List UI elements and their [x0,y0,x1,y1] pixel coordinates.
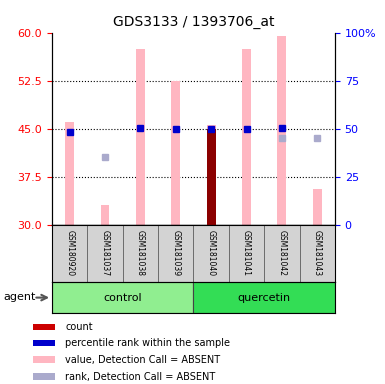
Bar [278,36,286,225]
Text: agent: agent [4,292,36,302]
Bar [33,373,55,380]
Text: GSM181038: GSM181038 [136,230,145,276]
Text: GSM181042: GSM181042 [277,230,286,276]
Bar [264,225,300,282]
Text: rank, Detection Call = ABSENT: rank, Detection Call = ABSENT [65,372,216,382]
Text: GSM181041: GSM181041 [242,230,251,276]
Text: quercetin: quercetin [238,293,291,303]
Bar [65,122,74,225]
Bar [52,225,87,282]
Bar [123,225,158,282]
Title: GDS3133 / 1393706_at: GDS3133 / 1393706_at [113,15,274,29]
Bar [100,205,109,225]
Bar [229,225,264,282]
Bar [33,356,55,363]
Text: GSM181043: GSM181043 [313,230,322,276]
Text: GSM181039: GSM181039 [171,230,180,276]
Bar [52,282,193,313]
Bar [300,225,335,282]
Text: value, Detection Call = ABSENT: value, Detection Call = ABSENT [65,355,221,365]
Bar [242,49,251,225]
Text: GSM180920: GSM180920 [65,230,74,276]
Bar [313,189,322,225]
Text: GSM181037: GSM181037 [100,230,110,276]
Bar [207,126,216,225]
Bar [33,340,55,346]
Bar [207,129,216,225]
Bar [33,323,55,330]
Bar [193,282,335,313]
Bar [136,49,145,225]
Bar [171,81,180,225]
Bar [87,225,123,282]
Text: count: count [65,322,93,332]
Bar [193,225,229,282]
Text: control: control [104,293,142,303]
Bar [158,225,193,282]
Text: percentile rank within the sample: percentile rank within the sample [65,338,230,348]
Text: GSM181040: GSM181040 [207,230,216,276]
